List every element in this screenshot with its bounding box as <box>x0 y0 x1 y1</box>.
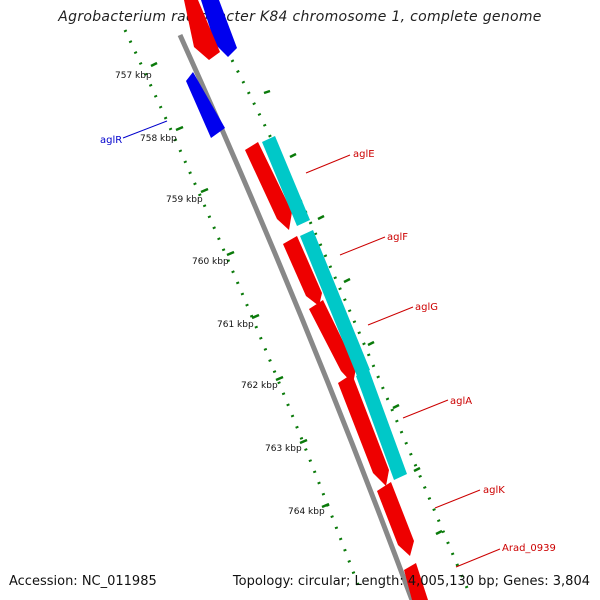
scale-label-757: 757 kbp <box>115 71 152 81</box>
gene-labels: aglR aglE aglF aglG aglA aglK Arad_0939 <box>100 135 556 554</box>
gene-label-aglA: aglA <box>450 396 472 407</box>
accession-label: Accession: NC_011985 <box>9 574 157 589</box>
gene-aglR <box>186 72 225 138</box>
scale-label-758: 758 kbp <box>140 134 177 144</box>
gene-blue-top <box>201 0 237 57</box>
gene-Arad_0939-red <box>404 563 428 600</box>
scale-label-764: 764 kbp <box>288 507 325 517</box>
scale-label-759: 759 kbp <box>166 195 203 205</box>
cds-aglF <box>300 230 370 376</box>
cds-aglA <box>356 370 407 480</box>
scale-ticks <box>150 61 330 509</box>
cds-aglE <box>262 136 310 226</box>
map-title: Agrobacterium radiobacter K84 chromosome… <box>58 9 542 25</box>
gene-red-top <box>184 0 220 60</box>
gene-label-aglK: aglK <box>483 485 505 496</box>
gene-aglA-red <box>338 374 389 486</box>
gene-label-aglG: aglG <box>415 302 438 313</box>
scale-label-762: 762 kbp <box>241 381 278 391</box>
label-leaders <box>122 120 501 568</box>
gene-label-Arad_0939: Arad_0939 <box>502 543 556 554</box>
scale-labels: 757 kbp 758 kbp 759 kbp 760 kbp 761 kbp … <box>115 71 325 517</box>
gene-label-aglF: aglF <box>387 232 408 243</box>
gene-aglE-red <box>245 142 292 230</box>
scale-label-760: 760 kbp <box>192 257 229 267</box>
gene-aglF-red <box>283 236 322 306</box>
gene-label-aglR: aglR <box>100 135 122 146</box>
scale-label-763: 763 kbp <box>265 444 302 454</box>
gene-aglG-red <box>309 300 356 384</box>
outer-ticks <box>263 89 443 536</box>
gene-label-aglE: aglE <box>353 149 375 160</box>
scale-label-761: 761 kbp <box>217 320 254 330</box>
gene-aglK-red <box>377 482 414 556</box>
genome-stats: Topology: circular; Length: 4,005,130 bp… <box>232 574 590 589</box>
